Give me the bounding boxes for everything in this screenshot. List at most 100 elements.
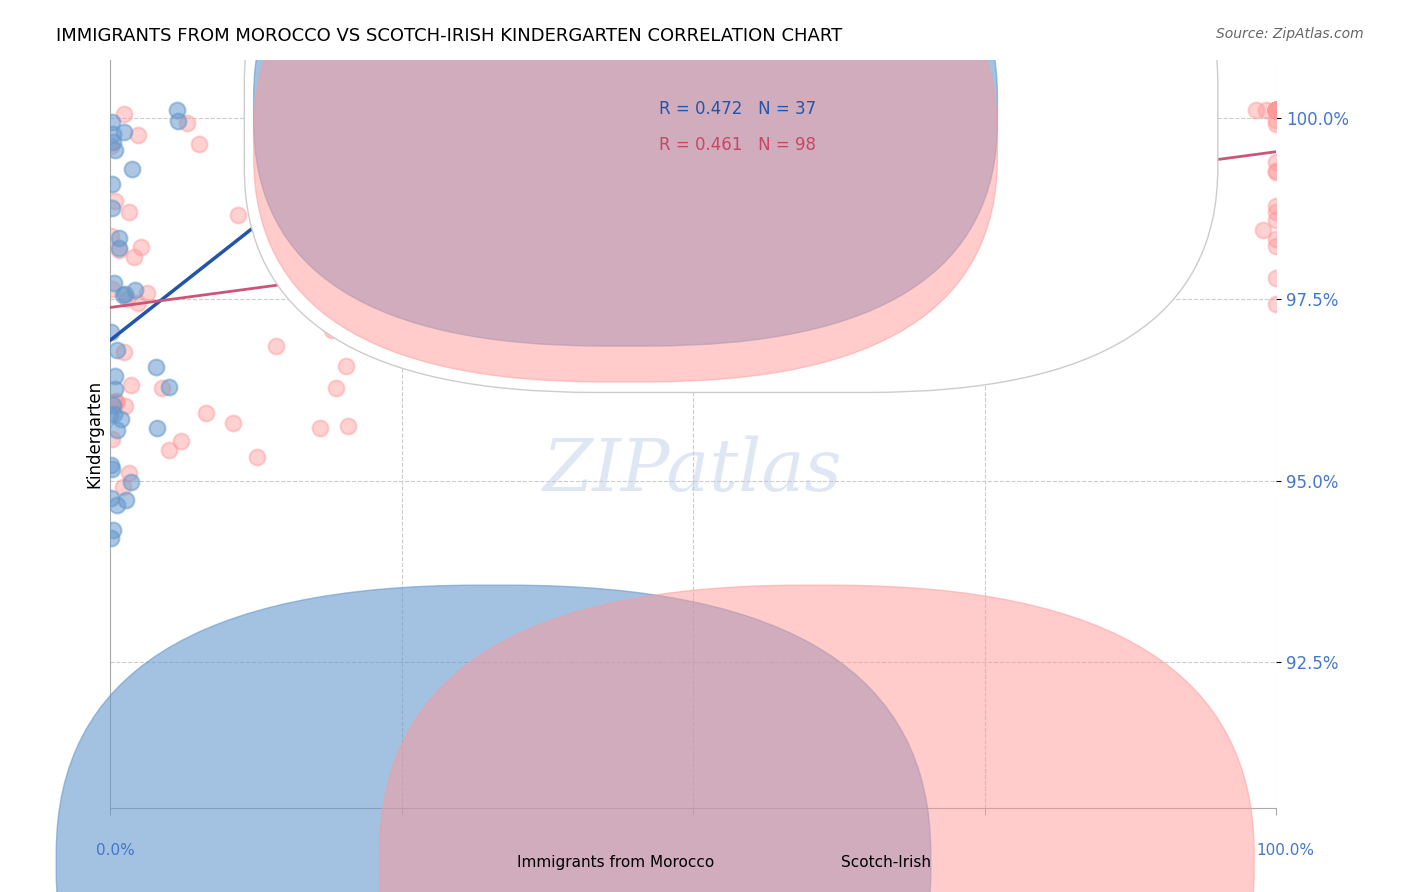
Point — [250, 199, 273, 213]
Point — [1021, 219, 1043, 234]
Point — [904, 103, 927, 118]
Point — [266, 339, 288, 353]
Point — [112, 125, 135, 139]
Point — [1028, 342, 1050, 356]
Point — [624, 103, 647, 118]
Point — [1265, 103, 1288, 118]
Text: R = 0.472   N = 37: R = 0.472 N = 37 — [659, 100, 817, 118]
Point — [1265, 117, 1288, 131]
Point — [689, 334, 711, 348]
Point — [166, 103, 188, 118]
Point — [124, 283, 146, 297]
Point — [1265, 103, 1288, 118]
Point — [1251, 222, 1274, 236]
Point — [325, 381, 347, 395]
Point — [176, 116, 198, 130]
Point — [1265, 232, 1288, 246]
Text: IMMIGRANTS FROM MOROCCO VS SCOTCH-IRISH KINDERGARTEN CORRELATION CHART: IMMIGRANTS FROM MOROCCO VS SCOTCH-IRISH … — [56, 27, 842, 45]
Point — [1265, 103, 1288, 118]
Point — [1161, 112, 1184, 126]
Point — [308, 421, 330, 435]
Point — [322, 132, 344, 146]
FancyBboxPatch shape — [245, 0, 1218, 392]
Point — [103, 368, 125, 383]
Point — [108, 243, 131, 257]
Point — [1265, 113, 1288, 128]
Point — [993, 116, 1015, 130]
Point — [167, 113, 190, 128]
Point — [101, 432, 124, 446]
Point — [103, 407, 125, 421]
Point — [1265, 155, 1288, 169]
Point — [170, 434, 193, 448]
Point — [111, 287, 134, 301]
Point — [101, 462, 124, 476]
Point — [335, 359, 357, 373]
Point — [117, 292, 139, 306]
Point — [710, 103, 733, 118]
Point — [112, 107, 135, 121]
Point — [631, 103, 654, 118]
Point — [226, 208, 249, 222]
Point — [105, 343, 128, 357]
Point — [1265, 103, 1288, 118]
Point — [104, 194, 127, 209]
Point — [105, 395, 128, 409]
Text: 0.0%: 0.0% — [96, 843, 135, 857]
Point — [104, 396, 127, 410]
Point — [104, 382, 127, 396]
Point — [110, 412, 132, 426]
Point — [1265, 103, 1288, 118]
Point — [287, 211, 309, 225]
Text: ZIPatlas: ZIPatlas — [543, 436, 844, 507]
Point — [1265, 297, 1288, 311]
Point — [105, 423, 128, 437]
Point — [957, 351, 980, 366]
Point — [100, 115, 122, 129]
Point — [127, 295, 149, 310]
Point — [100, 531, 122, 545]
Y-axis label: Kindergarten: Kindergarten — [86, 379, 103, 488]
Point — [1265, 103, 1288, 118]
Point — [1265, 204, 1288, 219]
Point — [1002, 103, 1025, 118]
Point — [100, 229, 122, 244]
Point — [254, 236, 277, 251]
Point — [108, 231, 131, 245]
Point — [100, 458, 122, 473]
Point — [104, 394, 127, 409]
Text: R = 0.461   N = 98: R = 0.461 N = 98 — [659, 136, 817, 154]
Point — [114, 286, 136, 301]
Point — [122, 250, 145, 264]
Point — [1265, 103, 1288, 118]
Point — [100, 138, 122, 153]
Point — [117, 466, 139, 480]
Point — [336, 136, 359, 151]
Point — [114, 344, 136, 359]
Point — [321, 322, 343, 336]
Point — [285, 245, 308, 260]
Point — [157, 443, 180, 458]
Point — [897, 120, 920, 135]
Point — [114, 492, 136, 507]
Point — [105, 499, 128, 513]
Point — [129, 240, 152, 254]
Point — [101, 127, 124, 141]
Point — [354, 244, 377, 259]
Point — [370, 192, 392, 206]
Point — [103, 398, 125, 412]
Point — [1256, 103, 1278, 118]
Point — [150, 381, 173, 395]
Point — [1265, 103, 1288, 118]
Point — [1090, 243, 1112, 257]
Point — [222, 416, 245, 430]
Point — [187, 136, 209, 151]
Point — [364, 298, 387, 312]
Point — [108, 242, 131, 256]
Point — [100, 326, 122, 340]
Point — [1042, 103, 1064, 118]
Point — [1265, 270, 1288, 285]
Point — [114, 399, 136, 413]
Point — [492, 103, 515, 118]
Point — [1265, 103, 1288, 118]
